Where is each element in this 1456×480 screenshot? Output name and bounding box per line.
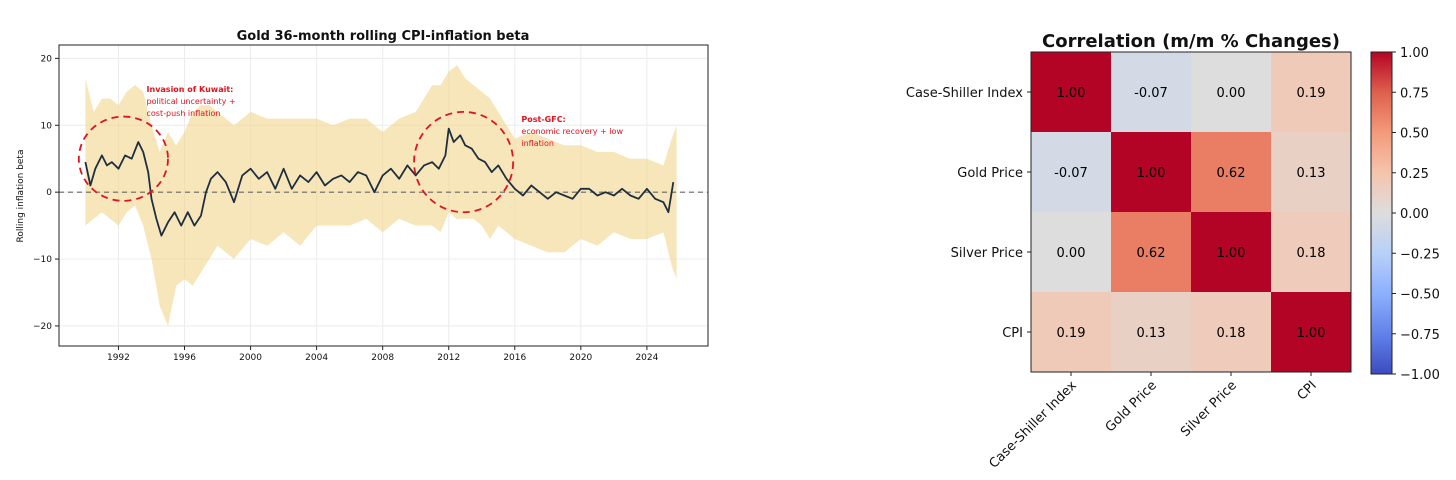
heatmap-cell	[1191, 292, 1271, 372]
heatmap-cell	[1191, 52, 1271, 132]
heatmap-cell	[1031, 292, 1111, 372]
annotation-title: Post-GFC:	[521, 115, 565, 124]
x-axis-ticks: 1992 1996 2000 2004 2008 2012 2016 2020 2024	[107, 346, 659, 363]
colorbar-tick-label: −0.50	[1400, 288, 1440, 303]
cell-value-label: 0.13	[1297, 166, 1326, 181]
colorbar-tick-label: 0.00	[1400, 207, 1429, 222]
row-labels: Case-Shiller Index Gold Price Silver Price…	[906, 86, 1031, 341]
heatmap-cell	[1111, 212, 1191, 292]
heatmap-cell	[1191, 212, 1271, 292]
heatmap-frame	[1030, 51, 1352, 373]
heatmap-cell	[1111, 292, 1191, 372]
colorbar-tick-label: 1.00	[1400, 46, 1429, 61]
annotation-circle	[77, 115, 169, 202]
x-tick-label: 2020	[569, 353, 592, 363]
y-tick-label: 0	[46, 188, 52, 198]
column-label: CPI	[1295, 378, 1320, 403]
row-label: CPI	[1002, 326, 1023, 341]
cell-value-label: 1.00	[1057, 86, 1086, 101]
x-tick-label: 2016	[503, 353, 526, 363]
y-tick-label: −20	[33, 322, 52, 332]
x-tick-label: 2004	[305, 353, 328, 363]
x-tick-label: 1992	[107, 353, 130, 363]
confidence-band-area	[85, 65, 677, 326]
x-tick-label: 2008	[371, 353, 394, 363]
colorbar-tick-label: −0.75	[1400, 328, 1440, 343]
column-label: Gold Price	[1103, 378, 1160, 435]
cell-value-label: -0.07	[1134, 86, 1168, 101]
cell-value-label: 0.62	[1217, 166, 1246, 181]
x-tick-label: 2024	[635, 353, 658, 363]
heatmap-cell	[1031, 212, 1111, 292]
cell-value-label: 0.19	[1057, 326, 1086, 341]
heatmap-cell	[1111, 52, 1191, 132]
cell-value-label: 0.18	[1297, 246, 1326, 261]
cell-value-label: 0.13	[1137, 326, 1166, 341]
rolling-beta-chart: Gold 36-month rolling CPI-inflation beta…	[16, 29, 709, 363]
y-tick-label: −10	[33, 255, 52, 265]
cell-value-label: 1.00	[1137, 166, 1166, 181]
heatmap-cell	[1191, 132, 1271, 212]
annotation-text: cost-push inflation	[147, 109, 221, 118]
cell-value-label: 0.19	[1297, 86, 1326, 101]
colorbar-tick-label: 0.25	[1400, 167, 1429, 182]
x-tick-label: 2012	[437, 353, 460, 363]
correlation-heatmap: Correlation (m/m % Changes) 1.00 -0.07 0.0…	[906, 31, 1440, 472]
cell-value-label: 0.62	[1137, 246, 1166, 261]
y-axis-label: Rolling inflation beta	[16, 150, 26, 243]
annotation-text: inflation	[521, 139, 554, 148]
column-labels: Case-Shiller Index Gold Price Silver Price…	[986, 372, 1320, 472]
row-label: Gold Price	[957, 166, 1023, 181]
column-label: Silver Price	[1178, 378, 1240, 440]
beta-series-line	[84, 127, 675, 237]
cell-value-label: -0.07	[1054, 166, 1088, 181]
colorbar-tick-label: −1.00	[1400, 368, 1440, 383]
chart-title: Gold 36-month rolling CPI-inflation beta	[237, 29, 530, 44]
cell-value-label: 1.00	[1297, 326, 1326, 341]
heatmap-cell	[1031, 132, 1111, 212]
annotation-text: political uncertainty +	[147, 97, 236, 106]
plot-frame	[58, 44, 709, 347]
heatmap-cell	[1271, 132, 1351, 212]
heatmap-cells: 1.00 -0.07 0.00 0.19 -0.07 1.00 0.62 0.13 0.00 0.…	[1030, 51, 1352, 373]
x-tick-label: 2000	[239, 353, 262, 363]
row-label: Case-Shiller Index	[906, 86, 1023, 101]
y-tick-label: 10	[41, 121, 53, 131]
colorbar	[1370, 51, 1393, 375]
heatmap-cell	[1031, 52, 1111, 132]
colorbar-tick-label: −0.25	[1400, 247, 1440, 262]
heatmap-cell	[1271, 52, 1351, 132]
heatmap-cell	[1271, 212, 1351, 292]
cell-value-label: 1.00	[1217, 246, 1246, 261]
beta-line	[84, 127, 675, 237]
row-label: Silver Price	[951, 246, 1023, 261]
y-tick-label: 20	[41, 54, 53, 64]
colorbar-tick-label: 0.50	[1400, 127, 1429, 142]
cell-value-label: 0.00	[1217, 86, 1246, 101]
colorbar-tick-label: 0.75	[1400, 86, 1429, 101]
annotations: Invasion of Kuwait: political uncertainty…	[77, 85, 623, 214]
annotation-circle	[413, 110, 515, 214]
annotation-title: Invasion of Kuwait:	[147, 85, 234, 94]
column-label: Case-Shiller Index	[986, 378, 1080, 472]
heatmap-cell	[1271, 292, 1351, 372]
x-tick-label: 1996	[173, 353, 196, 363]
heatmap-title: Correlation (m/m % Changes)	[1042, 31, 1340, 52]
cell-value-label: 0.18	[1217, 326, 1246, 341]
colorbar-ticks: 1.00 0.75 0.50 0.25 0.00 −0.25 −0.50 −0.75 −1.00	[1392, 46, 1440, 383]
heatmap-cell	[1111, 132, 1191, 212]
y-axis-ticks: −20 −10 0 10 20	[33, 54, 59, 332]
annotation-text: economic recovery + low	[521, 127, 623, 136]
cell-value-label: 0.00	[1057, 246, 1086, 261]
confidence-band	[85, 65, 677, 326]
